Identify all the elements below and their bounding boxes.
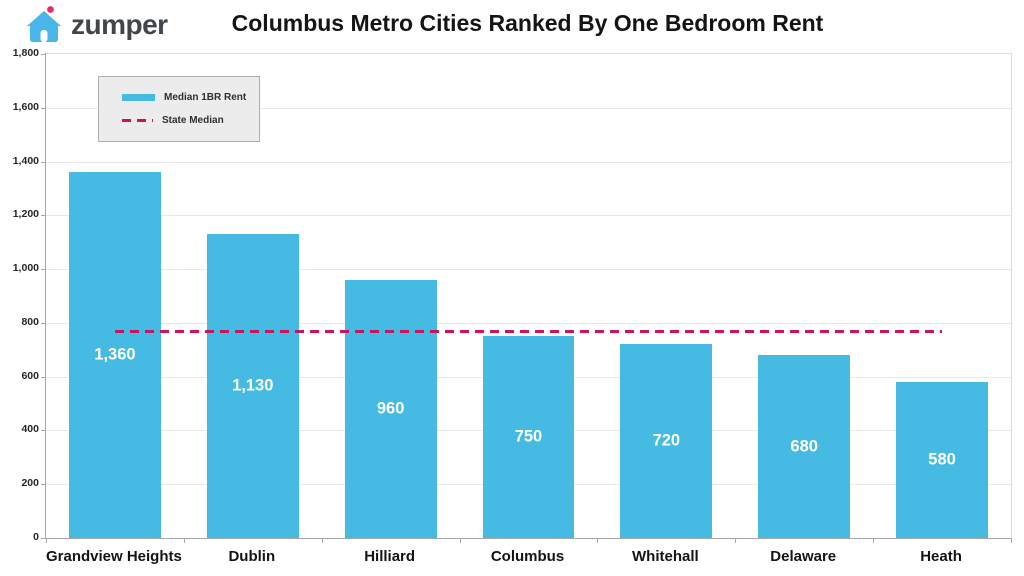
x-category-label: Delaware [770,548,837,565]
bar-value-label: 960 [376,399,405,418]
y-axis: 0 200 400 600 800 1,000 1,200 1,400 1,600 1,800 [0,47,39,543]
plot-area: Median 1BR Rent State Median 1,360 1,130 9… [41,53,1012,543]
y-tick-label: 1,800 [12,47,39,59]
legend-item-median-rent: Median 1BR Rent [122,86,259,109]
x-axis-tick [1011,539,1012,543]
bar-value-label: 1,360 [94,345,136,364]
brand-name: zumper [71,9,168,40]
y-axis-tick [41,538,45,539]
bar-slot: 750 [460,54,598,538]
logo-dot [47,6,54,13]
bar-value-label: 1,130 [232,376,274,395]
x-category-label: Dublin [228,548,276,565]
zumper-logo: zumper [24,5,168,45]
bar-value-label: 580 [928,450,956,469]
y-axis-tick [41,430,45,432]
y-tick-label: 600 [21,369,39,382]
bar-value-label: 680 [790,437,818,456]
y-axis-tick [41,107,45,109]
bar-value-label: 750 [514,427,543,446]
bar-slot: 580 [873,54,1011,538]
y-axis-tick [41,54,45,55]
chart-title: Columbus Metro Cities Ranked By One Bedr… [231,10,824,36]
legend-label: Median 1BR Rent [164,92,247,103]
bar-value-label: 720 [652,431,681,450]
legend-item-state-median: State Median [122,109,259,132]
y-tick-label: 1,200 [12,208,39,221]
y-tick-label: 400 [21,423,39,436]
bar-slot: 720 [597,54,735,538]
x-axis-tick [46,539,47,543]
state-median-line [114,329,943,333]
bar-slot: 960 [322,54,460,538]
y-axis-tick [41,376,45,378]
bar: 750 [482,336,575,538]
bar-swatch-icon [122,94,155,101]
x-category-label: Columbus [490,548,565,565]
bar-slot: 680 [735,54,873,538]
y-axis-tick [41,161,45,163]
bar-slot: 1,360 [46,54,184,538]
y-tick-label: 0 [33,531,39,543]
y-tick-label: 800 [21,315,39,328]
x-axis-tick [183,539,185,543]
x-category-label: Grandview Heights [45,548,182,565]
y-tick-label: 1,400 [12,154,39,167]
legend: Median 1BR Rent State Median [98,76,260,142]
gridline [46,215,1011,217]
x-axis-tick [873,539,875,543]
dashed-line-swatch-icon [122,119,153,122]
gridline [46,161,1011,163]
y-tick-label: 1,600 [12,100,39,113]
y-tick-label: 200 [21,477,39,490]
y-axis-tick [41,322,45,324]
x-category-label: Hilliard [364,548,416,565]
x-axis-tick [459,539,461,543]
bar: 680 [758,355,851,538]
y-axis-tick [41,215,45,217]
legend-label: State Median [162,115,224,126]
x-axis-tick [321,539,323,543]
gridline [46,269,1011,271]
bar: 580 [896,382,988,538]
bar: 960 [344,279,437,538]
y-tick-label: 1,000 [12,262,39,275]
bar-slot: 1,130 [184,54,322,538]
gridline [46,322,1011,324]
gridline [46,107,1011,109]
x-axis: Grandview Heights Dublin Hilliard Columbus W… [45,545,1010,571]
bar: 1,130 [206,234,299,538]
x-axis-tick [735,539,737,543]
x-category-label: Heath [920,548,962,565]
bar: 1,360 [69,172,161,538]
x-axis-tick [597,539,599,543]
x-category-label: Whitehall [632,548,699,565]
y-axis-tick [41,484,45,486]
bar: 720 [620,344,713,538]
house-icon [27,6,61,42]
y-axis-tick [41,269,45,271]
